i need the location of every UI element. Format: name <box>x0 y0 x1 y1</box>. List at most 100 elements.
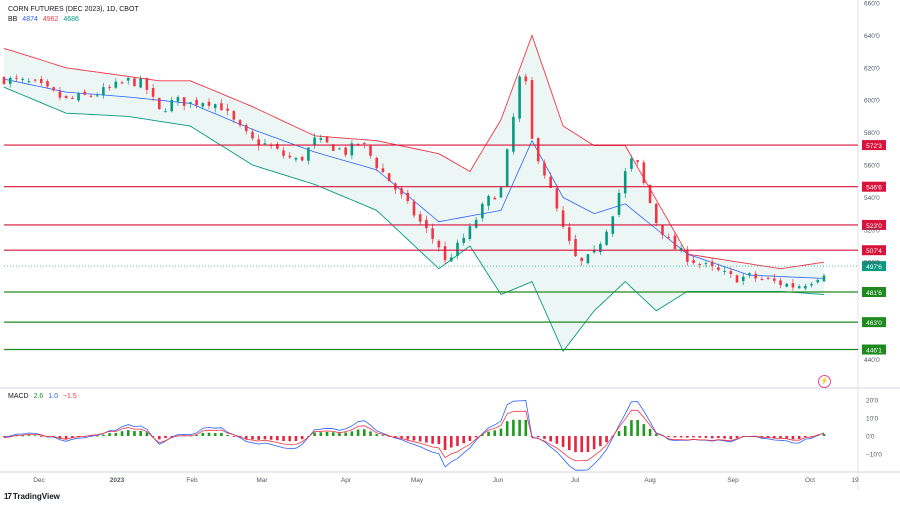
tradingview-logo-mark: 17 <box>4 492 12 501</box>
macd-histogram-bar <box>561 436 565 447</box>
macd-histogram-bar <box>779 436 782 439</box>
macd-histogram-bar <box>21 435 24 437</box>
price-tick-label: 520'0 <box>864 227 880 234</box>
candle-body <box>499 187 503 198</box>
macd-histogram-bar <box>263 436 267 440</box>
price-tick-label: 540'0 <box>864 195 880 202</box>
candle-body <box>549 176 552 188</box>
price-tick-label: 660'0 <box>864 1 880 8</box>
macd-histogram-bar <box>667 436 670 438</box>
macd-histogram-bar <box>300 436 304 440</box>
macd-histogram-bar <box>580 436 584 453</box>
macd-histogram-bar <box>599 436 602 447</box>
macd-histogram-bar <box>294 436 298 441</box>
candle-body <box>226 108 229 111</box>
time-tick-label: Jul <box>571 477 580 484</box>
macd-legend[interactable]: MACD 2.6 1.0 −1.5 <box>8 393 80 400</box>
macd-histogram-bar <box>630 420 633 436</box>
candle-body <box>773 278 776 281</box>
time-tick-label: May <box>411 477 424 484</box>
price-tick-label: 640'0 <box>864 33 880 40</box>
candle-body <box>244 125 248 132</box>
macd-histogram-bar <box>524 419 528 436</box>
candle-body <box>319 138 323 140</box>
support-level-label: 446'1 <box>866 348 882 355</box>
support-level-label: 481'6 <box>866 290 882 297</box>
bb-value-lower: 4686 <box>63 16 79 23</box>
bollinger-bands <box>3 34 825 353</box>
candle-body <box>251 131 254 139</box>
candle-body <box>412 201 416 216</box>
time-tick-label: Apr <box>341 477 352 484</box>
tradingview-logo[interactable]: 17 TradingView <box>4 492 60 501</box>
candle-body <box>686 249 689 262</box>
brand-name: TradingView <box>12 492 60 501</box>
price-tick-label: 560'0 <box>864 163 880 170</box>
candle-body <box>176 97 180 102</box>
macd-histogram-bar <box>431 436 434 444</box>
candle-body <box>294 158 298 160</box>
symbol-title: CORN FUTURES (DEC 2023), 1D, CBOT <box>8 6 139 13</box>
candle-body <box>481 203 484 219</box>
candle-body <box>592 249 596 253</box>
macd-histogram-bar <box>785 436 789 439</box>
macd-histogram-bar <box>449 436 453 448</box>
macd-histogram-bar <box>344 432 347 436</box>
candle-body <box>667 237 670 239</box>
candle-body <box>804 285 807 289</box>
candle-body <box>791 283 795 288</box>
flash-icon[interactable]: ⚡ <box>818 375 831 388</box>
candle-body <box>648 184 652 204</box>
macd-histogram-bar <box>406 436 410 440</box>
macd-histogram-bar <box>71 436 74 438</box>
macd-histogram-bar <box>704 436 708 438</box>
time-tick-label: Sep <box>727 477 739 484</box>
time-axis[interactable]: Dec 2023 Feb Mar Apr May Jun Jul Aug Sep Oct 19 <box>33 477 859 484</box>
macd-histogram-bar <box>642 424 646 436</box>
macd-value-signal: −1.5 <box>62 393 77 400</box>
time-tick-label: 2023 <box>110 477 125 484</box>
macd-histogram-bar <box>64 436 68 439</box>
candle-body <box>363 142 366 144</box>
candle-body <box>120 82 124 84</box>
macd-histogram-bar <box>586 436 590 452</box>
candle-body <box>300 156 304 161</box>
candle-body <box>456 242 459 257</box>
macd-histogram-bar <box>363 429 366 436</box>
candle-body <box>83 91 87 95</box>
macd-histogram-bar <box>679 436 683 438</box>
price-tick-label: 580'0 <box>864 130 880 137</box>
candle-body <box>133 78 136 87</box>
candle-body <box>95 95 99 97</box>
candle-body <box>406 192 410 202</box>
candle-body <box>207 101 211 106</box>
macd-histogram-bar <box>605 436 608 443</box>
horizontal-levels[interactable]: 572'3 546'6 523'0 507'4 481'6 463'0 446'1 497'6 <box>4 140 886 355</box>
macd-histogram-bar <box>33 435 37 437</box>
macd-histogram-bar <box>114 432 118 436</box>
macd-histogram-bar <box>710 436 714 439</box>
bb-value-upper: 4962 <box>42 16 59 23</box>
price-axis[interactable]: 660'0 640'0 620'0 600'0 580'0 560'0 540'0 520'0… <box>864 1 882 459</box>
macd-histogram-bar <box>213 433 217 436</box>
candle-body <box>617 192 621 215</box>
last-price-label: 497'6 <box>866 264 882 271</box>
candle-body <box>555 188 559 209</box>
symbol-legend[interactable]: CORN FUTURES (DEC 2023), 1D, CBOT <box>8 6 142 13</box>
candle-body <box>257 139 260 146</box>
candle-body <box>512 116 515 152</box>
price-tick-label: 500'0 <box>864 260 880 267</box>
bb-label: BB <box>8 16 18 23</box>
macd-histogram-bar <box>474 436 478 438</box>
candle-body <box>189 102 192 104</box>
candle-body <box>704 263 708 265</box>
candle-body <box>530 80 534 139</box>
macd-histogram-bar <box>325 431 329 436</box>
candle-body <box>723 270 726 272</box>
macd-histogram-bar <box>108 433 111 436</box>
bb-legend[interactable]: BB 4874 4962 4686 <box>8 16 82 23</box>
macd-histogram-bar <box>505 421 509 436</box>
candle-body <box>536 138 540 162</box>
macd-histogram-bar <box>717 436 720 439</box>
